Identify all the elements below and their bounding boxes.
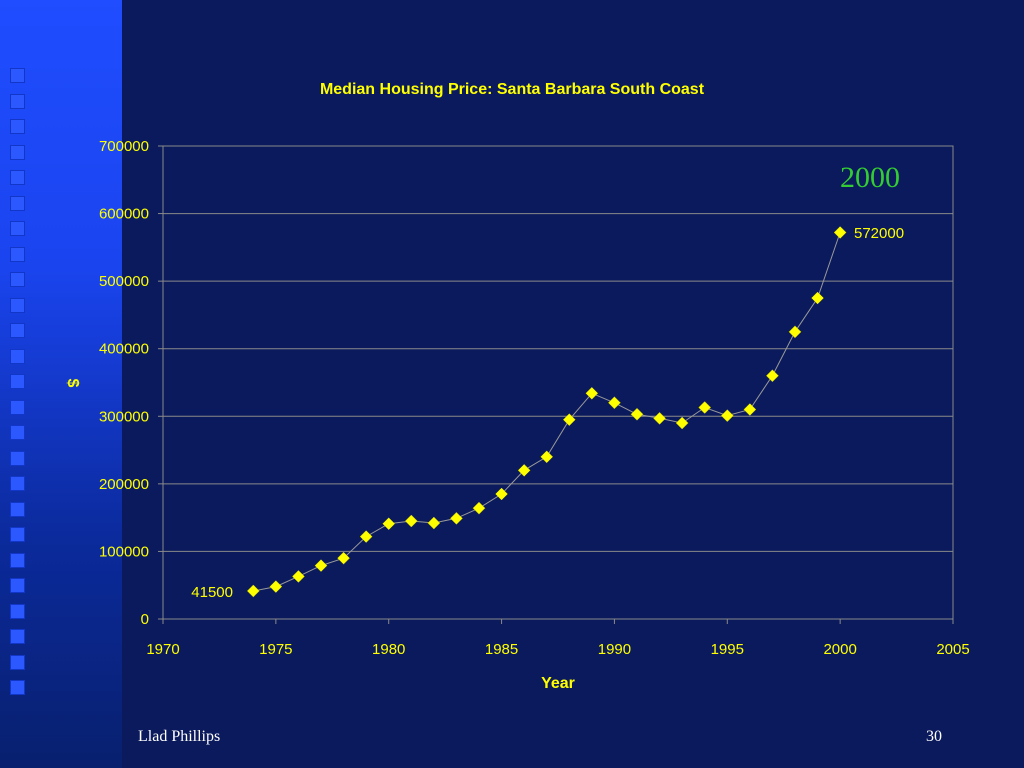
x-tick-label: 1970 — [146, 641, 179, 658]
year-annotation: 2000 — [840, 161, 900, 194]
data-point — [472, 501, 486, 515]
data-label-last: 572000 — [854, 225, 904, 242]
side-square — [10, 221, 25, 236]
x-tick-label: 1990 — [598, 641, 631, 658]
y-axis: 0 100000 200000 300000 400000 500000 600000 700… — [99, 138, 163, 628]
side-square — [10, 93, 25, 109]
side-square — [10, 144, 25, 160]
y-tick-label: 100000 — [99, 543, 149, 560]
data-point — [495, 487, 508, 501]
y-tick-label: 600000 — [99, 206, 149, 223]
y-axis-label: $ — [64, 379, 81, 388]
data-point — [292, 570, 305, 583]
page-number: 30 — [926, 728, 942, 745]
data-point — [404, 514, 418, 528]
side-square — [10, 654, 25, 670]
data-point — [427, 516, 441, 530]
side-square — [10, 246, 25, 262]
data-point — [630, 407, 644, 421]
data-point — [698, 401, 712, 414]
side-square — [10, 501, 25, 517]
data-point — [359, 530, 373, 543]
x-tick-label: 2005 — [936, 641, 969, 658]
y-tick-label: 0 — [141, 611, 149, 628]
side-square — [10, 170, 25, 185]
data-point — [675, 416, 689, 430]
side-square — [10, 629, 25, 644]
data-points — [246, 226, 847, 598]
x-tick-label: 1985 — [485, 641, 518, 658]
data-point — [833, 226, 847, 239]
x-axis: 1970 1975 1980 1985 1990 1995 2000 2005 — [146, 619, 970, 658]
side-square — [10, 119, 25, 134]
data-point — [743, 403, 757, 416]
side-square — [10, 399, 25, 415]
data-point — [562, 413, 576, 427]
side-square — [10, 195, 25, 211]
data-point — [337, 551, 350, 565]
x-tick-label: 1995 — [711, 641, 744, 658]
data-point — [540, 450, 554, 464]
side-square — [10, 450, 25, 466]
y-tick-label: 500000 — [99, 273, 149, 290]
side-square — [10, 323, 25, 338]
side-square — [10, 552, 25, 568]
side-square — [10, 425, 25, 440]
side-square — [10, 578, 25, 593]
data-point — [608, 396, 621, 410]
data-point — [314, 559, 328, 572]
side-square — [10, 603, 25, 619]
y-tick-label: 200000 — [99, 476, 149, 493]
y-tick-label: 400000 — [99, 341, 149, 358]
footer-author: Llad Phillips — [138, 728, 221, 745]
side-square — [10, 68, 25, 83]
x-tick-label: 2000 — [823, 641, 856, 658]
side-square — [10, 348, 25, 364]
y-tick-label: 300000 — [99, 408, 149, 425]
side-square — [10, 527, 25, 542]
content-background — [122, 0, 1024, 768]
side-square — [10, 476, 25, 491]
data-point — [653, 411, 666, 425]
data-point — [811, 291, 824, 305]
x-axis-label: Year — [541, 675, 575, 692]
side-square — [10, 297, 25, 313]
data-point — [720, 409, 734, 422]
data-point — [766, 369, 779, 383]
data-point — [382, 517, 396, 531]
x-tick-label: 1980 — [372, 641, 405, 658]
data-label-first: 41500 — [191, 584, 233, 601]
data-point — [517, 463, 531, 477]
plot-area — [162, 145, 954, 620]
side-band — [0, 0, 122, 768]
side-squares — [10, 68, 26, 706]
x-tick-label: 1975 — [259, 641, 292, 658]
data-point — [585, 386, 599, 400]
side-square — [10, 680, 25, 695]
gridlines — [163, 213, 953, 552]
side-square — [10, 374, 25, 389]
data-point — [269, 580, 283, 593]
data-point — [450, 511, 463, 525]
data-point — [788, 325, 802, 339]
chart-title: Median Housing Price: Santa Barbara Sout… — [320, 81, 705, 98]
side-square — [10, 272, 25, 287]
y-tick-label: 700000 — [99, 138, 149, 155]
data-point — [246, 584, 260, 598]
